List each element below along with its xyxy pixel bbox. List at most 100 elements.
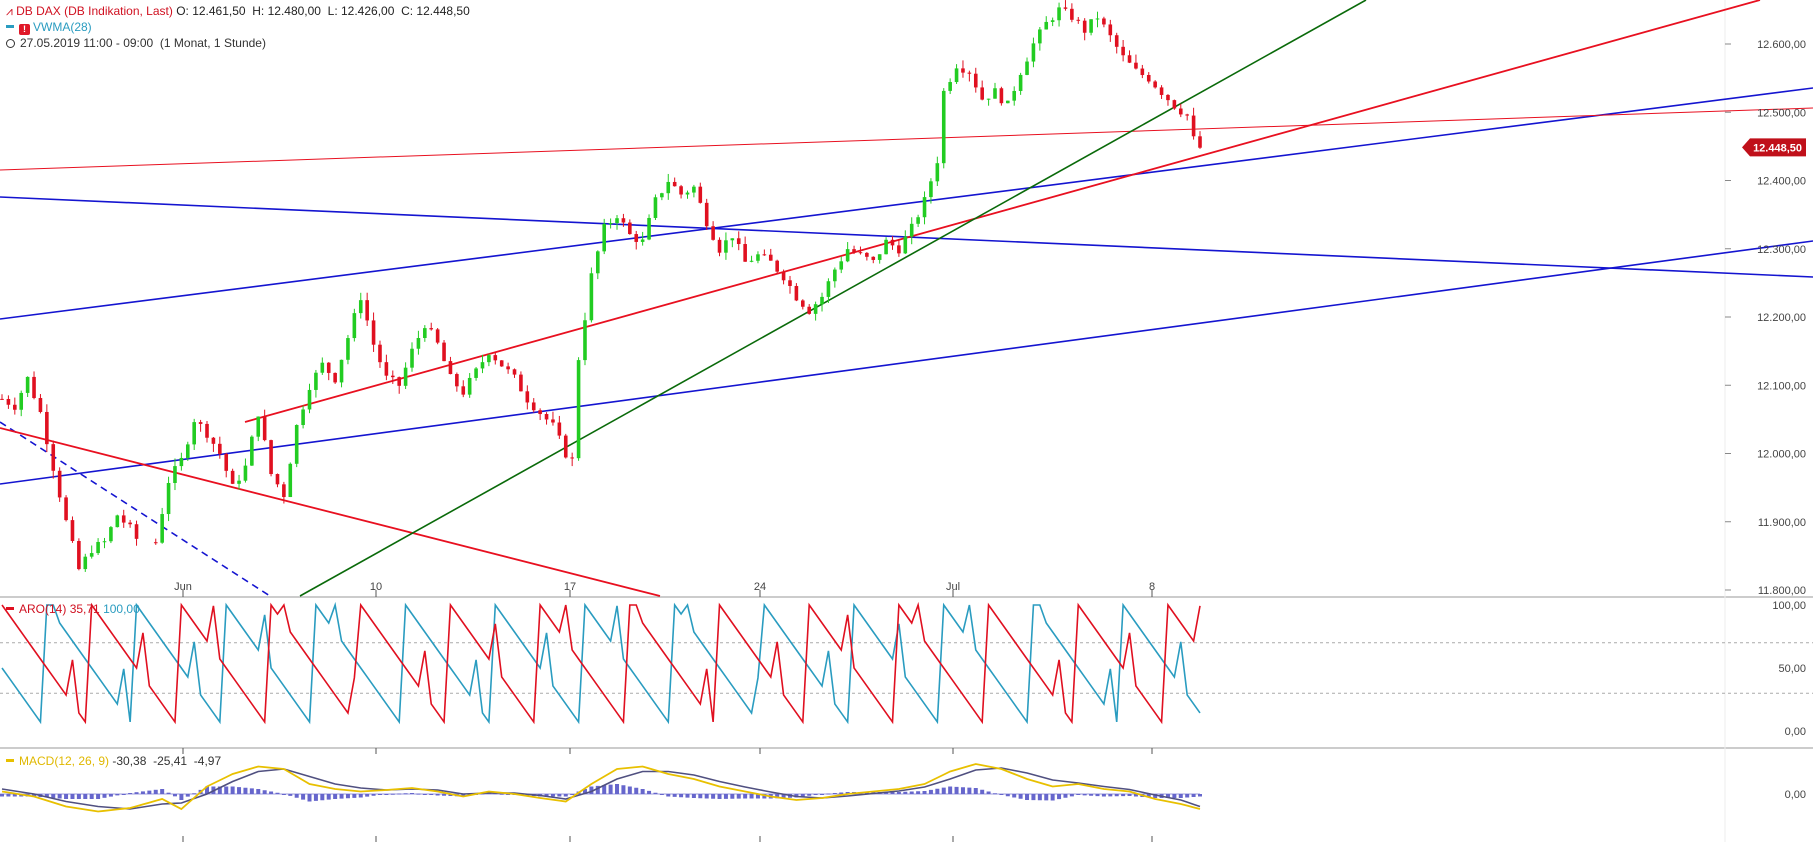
- macd-signal-line: [1, 767, 1201, 810]
- macd-hist-bar: [499, 793, 504, 795]
- last-price-marker: [1742, 138, 1806, 157]
- macd-hist-bar: [102, 794, 107, 798]
- macd-hist-bar: [237, 787, 242, 794]
- candle: [32, 371, 36, 400]
- candle-body: [333, 372, 337, 383]
- candle-body: [544, 414, 549, 420]
- macd-hist-bar: [115, 794, 120, 796]
- candle: [1185, 113, 1189, 121]
- macd-hist-bar: [140, 791, 145, 794]
- macd-hist-bar: [352, 794, 357, 798]
- macd-hist-bar: [960, 787, 965, 794]
- candle-body: [877, 254, 882, 260]
- candle-body: [218, 443, 222, 454]
- macd-hist-bar: [51, 794, 56, 798]
- candle-body: [134, 524, 139, 539]
- macd-hist-bar: [627, 786, 632, 794]
- macd-hist-bar: [813, 794, 818, 795]
- candle-body: [948, 82, 952, 91]
- candle: [371, 312, 376, 352]
- candle: [589, 267, 594, 323]
- candle-body: [1185, 114, 1189, 116]
- macd-hist-bar: [1108, 794, 1113, 797]
- candle: [749, 255, 754, 263]
- macd-hist-bar: [1012, 794, 1017, 798]
- candle-body: [1178, 108, 1183, 115]
- candle-body: [1140, 68, 1145, 76]
- x-tick-label: 8: [1149, 581, 1155, 593]
- macd-hist-bar: [935, 788, 940, 794]
- macd-hist-bar: [243, 787, 248, 794]
- candle-body: [282, 484, 286, 498]
- candle-body: [557, 422, 562, 436]
- macd-hist-bar: [448, 794, 453, 796]
- candle-body: [314, 372, 318, 390]
- candle: [839, 256, 844, 274]
- macd-hist-bar: [954, 786, 959, 794]
- candle: [1102, 16, 1106, 28]
- candle-body: [1121, 46, 1125, 56]
- candle: [986, 98, 991, 106]
- macd-hist-bar: [1178, 794, 1183, 798]
- macd-hist-bar: [506, 794, 511, 795]
- candle: [897, 238, 901, 257]
- macd-hist-bar: [230, 786, 235, 794]
- candle: [352, 308, 357, 342]
- candle: [980, 80, 984, 101]
- y-tick-label: 12.500,00: [1757, 107, 1806, 119]
- candle: [916, 214, 920, 227]
- last-price-badge: 12.448,50: [1742, 138, 1806, 157]
- candle: [218, 436, 222, 459]
- macd-hist-bar: [723, 794, 728, 799]
- macd-hist-bar: [1095, 794, 1100, 797]
- aroon-legend[interactable]: ARO(14) 35,71 100,00: [6, 602, 140, 616]
- indicator-legend[interactable]: ! VWMA(28): [6, 20, 92, 35]
- candle-body: [1146, 75, 1151, 82]
- candle: [134, 520, 139, 546]
- macd-hist-bar: [563, 794, 568, 797]
- macd-hist-bar: [416, 793, 421, 795]
- macd-hist-bar: [781, 794, 786, 798]
- macd-hist-bar: [1018, 794, 1023, 799]
- macd-hist-bar: [1133, 794, 1138, 797]
- macd-hist-bar: [1121, 794, 1126, 797]
- candle: [474, 366, 478, 381]
- macd-hist-bar: [653, 792, 658, 794]
- candle-body: [166, 482, 171, 515]
- macd-legend[interactable]: MACD(12, 26, 9) -30,38 -25,41 -4,97: [6, 754, 221, 768]
- macd-panel: 0,00: [0, 763, 1806, 813]
- candle-body: [775, 260, 779, 272]
- ohlc-high: H: 12.480,00: [252, 4, 321, 18]
- warning-icon: !: [19, 24, 30, 35]
- candle: [13, 397, 17, 415]
- macd-hist-bar: [640, 789, 645, 794]
- candle: [358, 292, 363, 319]
- candle: [0, 394, 4, 400]
- candle-body: [429, 328, 434, 330]
- macd-hist-bar: [839, 792, 844, 794]
- candle-body: [96, 541, 100, 554]
- macd-hist-bar: [679, 794, 684, 798]
- ohlc-low: L: 12.426,00: [327, 4, 395, 18]
- macd-hist-bar: [172, 794, 177, 797]
- candle-body: [1076, 19, 1081, 21]
- y-tick-label: 12.400,00: [1757, 176, 1806, 188]
- candle-body: [506, 366, 510, 370]
- candle: [595, 250, 600, 280]
- candle: [128, 519, 132, 528]
- candle: [544, 412, 549, 425]
- candle: [801, 299, 805, 310]
- trend-lines: [0, 0, 1813, 597]
- candle: [57, 467, 62, 502]
- trend-line-blue: [0, 240, 1813, 485]
- candle-body: [13, 404, 17, 410]
- aroon-tick-label: 50,00: [1778, 663, 1806, 675]
- candle-body: [672, 181, 677, 187]
- candle: [333, 372, 337, 384]
- vwma-label: VWMA(28): [33, 20, 92, 34]
- candle-body: [371, 320, 376, 345]
- macd-hist-bar: [275, 792, 280, 794]
- macd-hist-bar: [435, 794, 440, 796]
- candle-body: [173, 466, 177, 483]
- candle-body: [121, 515, 126, 523]
